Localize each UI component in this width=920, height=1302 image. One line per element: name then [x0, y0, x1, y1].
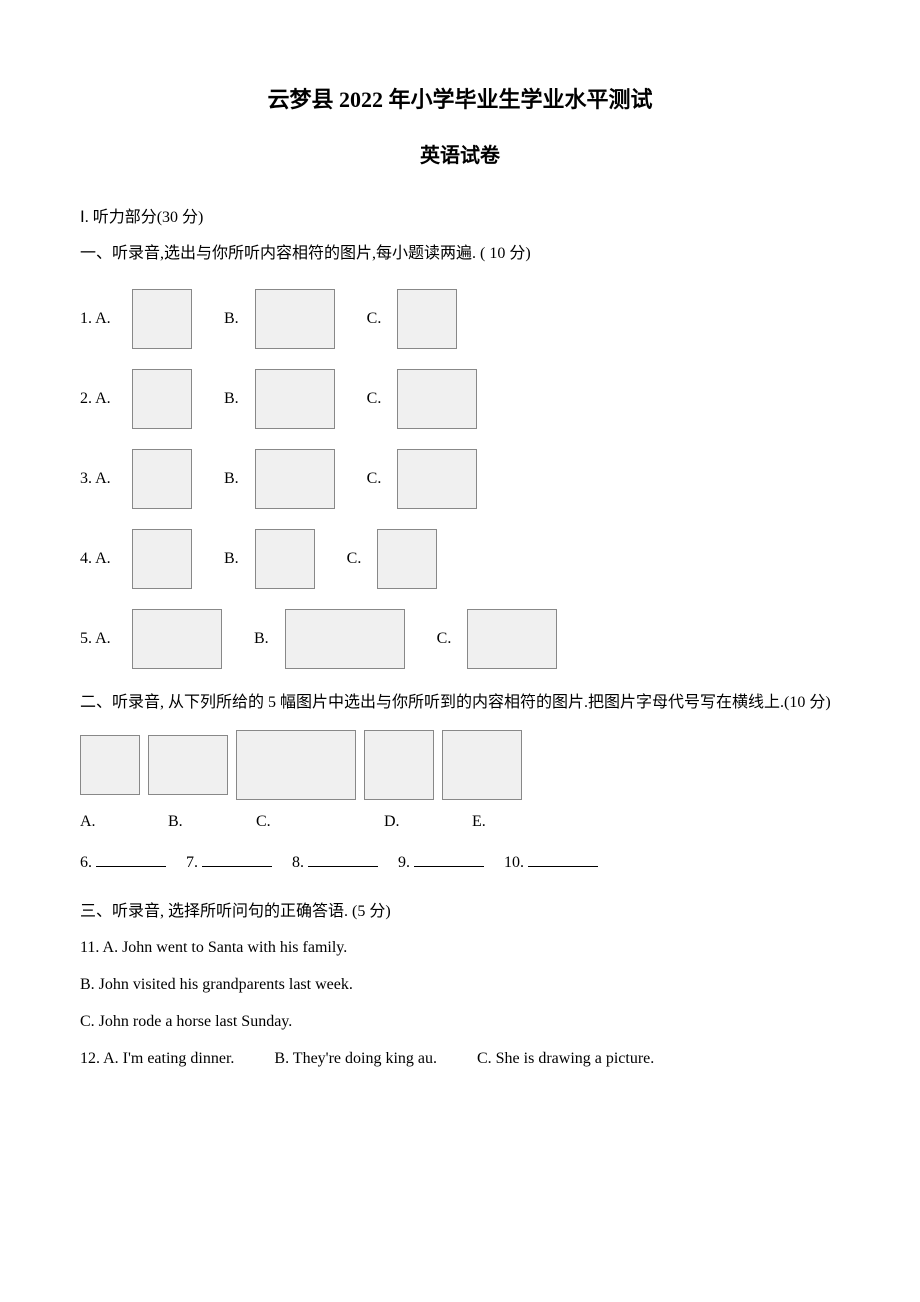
q2-c-label: C. — [367, 385, 382, 414]
question-1: 1. A. B. C. — [80, 289, 840, 349]
question-4: 4. A. B. C. — [80, 529, 840, 589]
q4-image-c — [377, 529, 437, 589]
q3-image-a — [132, 449, 192, 509]
q5-image-a — [132, 609, 222, 669]
q3-c-label: C. — [367, 465, 382, 494]
q12-c: C. She is drawing a picture. — [477, 1045, 654, 1074]
q5-b-label: B. — [254, 625, 269, 654]
s2-label-b: B. — [168, 808, 248, 837]
s2-image-a — [80, 735, 140, 795]
q1-image-a — [132, 289, 192, 349]
section1-questions: 1. A. B. C. 2. A. B. C. 3. A. B. C. 4. A… — [80, 289, 840, 669]
section3-heading: 三、听录音, 选择所听问句的正确答语. (5 分) — [80, 898, 840, 927]
q1-image-c — [397, 289, 457, 349]
q3-image-b — [255, 449, 335, 509]
q12-b: B. They're doing king au. — [274, 1045, 437, 1074]
section2-blanks: 6. 7. 8. 9. 10. — [80, 849, 840, 878]
q5-c-label: C. — [437, 625, 452, 654]
section2-labels: A. B. C. D. E. — [80, 808, 840, 837]
q2-b-label: B. — [224, 385, 239, 414]
question-5: 5. A. B. C. — [80, 609, 840, 669]
s2-image-e — [442, 730, 522, 800]
blank-8[interactable]: 8. — [292, 849, 378, 878]
q3-a-label: 3. A. — [80, 465, 120, 494]
q4-image-a — [132, 529, 192, 589]
q1-image-b — [255, 289, 335, 349]
s2-image-d — [364, 730, 434, 800]
blank-6[interactable]: 6. — [80, 849, 166, 878]
section2-heading: 二、听录音, 从下列所给的 5 幅图片中选出与你所听到的内容相符的图片.把图片字… — [80, 689, 840, 718]
question-2: 2. A. B. C. — [80, 369, 840, 429]
q4-a-label: 4. A. — [80, 545, 120, 574]
blank-7[interactable]: 7. — [186, 849, 272, 878]
q2-image-b — [255, 369, 335, 429]
q11-a: 11. A. John went to Santa with his famil… — [80, 934, 840, 963]
q1-b-label: B. — [224, 305, 239, 334]
q2-image-c — [397, 369, 477, 429]
s2-image-b — [148, 735, 228, 795]
q4-b-label: B. — [224, 545, 239, 574]
document-title: 云梦县 2022 年小学毕业生学业水平测试 — [80, 80, 840, 120]
q5-a-label: 5. A. — [80, 625, 120, 654]
part1-heading: Ⅰ. 听力部分(30 分) — [80, 204, 840, 233]
s2-label-e: E. — [472, 808, 552, 837]
section2-images — [80, 730, 840, 800]
q3-b-label: B. — [224, 465, 239, 494]
q2-image-a — [132, 369, 192, 429]
q12-a: 12. A. I'm eating dinner. — [80, 1045, 234, 1074]
q1-c-label: C. — [367, 305, 382, 334]
q2-a-label: 2. A. — [80, 385, 120, 414]
q11-b: B. John visited his grandparents last we… — [80, 971, 840, 1000]
s2-label-d: D. — [384, 808, 464, 837]
s2-label-c: C. — [256, 808, 376, 837]
q3-image-c — [397, 449, 477, 509]
blank-10[interactable]: 10. — [504, 849, 598, 878]
s2-label-a: A. — [80, 808, 160, 837]
q5-image-b — [285, 609, 405, 669]
q5-image-c — [467, 609, 557, 669]
q4-c-label: C. — [347, 545, 362, 574]
q4-image-b — [255, 529, 315, 589]
question-3: 3. A. B. C. — [80, 449, 840, 509]
s2-image-c — [236, 730, 356, 800]
document-subtitle: 英语试卷 — [80, 138, 840, 174]
blank-9[interactable]: 9. — [398, 849, 484, 878]
q12-row: 12. A. I'm eating dinner. B. They're doi… — [80, 1045, 840, 1074]
q1-a-label: 1. A. — [80, 305, 120, 334]
q11-c: C. John rode a horse last Sunday. — [80, 1008, 840, 1037]
section1-heading: 一、听录音,选出与你所听内容相符的图片,每小题读两遍. ( 10 分) — [80, 240, 840, 269]
